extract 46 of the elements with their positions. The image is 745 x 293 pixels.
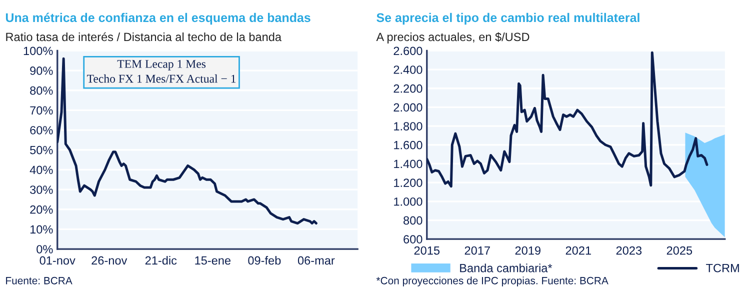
y-tick-label: 30% (30, 186, 53, 194)
x-tick-label: 21-dic (145, 256, 177, 265)
y-tick-label: 40% (30, 166, 53, 174)
y-tick-label: 2.600 (394, 46, 422, 56)
x-tick-label: 26-nov (92, 256, 128, 265)
x-tick-label: 2023 (616, 246, 642, 255)
x-tick-label: 2019 (515, 246, 540, 255)
chart-title: Se aprecia el tipo de cambio real multilateral (376, 12, 640, 25)
y-tick-label: 100% (24, 46, 53, 56)
x-tick-label: 01-nov (40, 256, 76, 265)
line-series (57, 57, 318, 225)
y-tick-label: 1.800 (394, 122, 422, 130)
source-note: Fuente: BCRA (6, 276, 72, 284)
y-tick-label: 600 (404, 235, 422, 244)
x-tick-label: 09-feb (248, 256, 281, 265)
annotation: Techo FX 1 Mes/FX Actual − 1 (87, 74, 236, 83)
y-tick-label: 70% (30, 106, 53, 115)
y-tick-label: 2.400 (394, 66, 422, 74)
chart-title: Una métrica de confianza en el esquema de bandas (6, 12, 310, 25)
y-tick-label: 1.000 (394, 197, 422, 206)
y-tick-label: 60% (30, 126, 53, 134)
line-series (426, 51, 708, 188)
legend-label: Banda cambiaria* (460, 264, 552, 272)
chart-subtitle: A precios actuales, en $/USD (376, 32, 530, 44)
annotation: TEM Lecap 1 Mes (117, 60, 206, 70)
x-tick-label: 15-ene (195, 256, 231, 265)
y-tick-label: 1.400 (394, 160, 422, 168)
y-tick-label: 1.600 (394, 140, 422, 150)
y-tick-label: 20% (30, 205, 53, 214)
x-tick-label: 2025 (666, 246, 692, 255)
x-tick-label: 06-mar (298, 256, 335, 265)
chart-subtitle: Ratio tasa de interés / Distancia al techo de la banda (6, 32, 282, 42)
y-tick-label: 800 (404, 216, 422, 225)
y-tick-label: 1.200 (394, 178, 422, 187)
y-tick-label: 10% (30, 225, 53, 234)
y-tick-label: 90% (30, 66, 53, 75)
y-tick-label: 2.000 (394, 103, 422, 112)
text: *Con proyecciones de IPC propias. Fuente: BCRA (376, 276, 608, 286)
x-tick-label: 2017 (464, 246, 490, 255)
x-tick-label: 2021 (566, 246, 591, 255)
y-tick-label: 2.200 (394, 84, 422, 93)
legend-label: TCRM (706, 264, 739, 272)
x-tick-label: 2015 (414, 246, 440, 255)
y-tick-label: 50% (30, 146, 53, 154)
y-tick-label: 80% (30, 86, 53, 95)
y-tick-label: 0% (36, 245, 53, 254)
